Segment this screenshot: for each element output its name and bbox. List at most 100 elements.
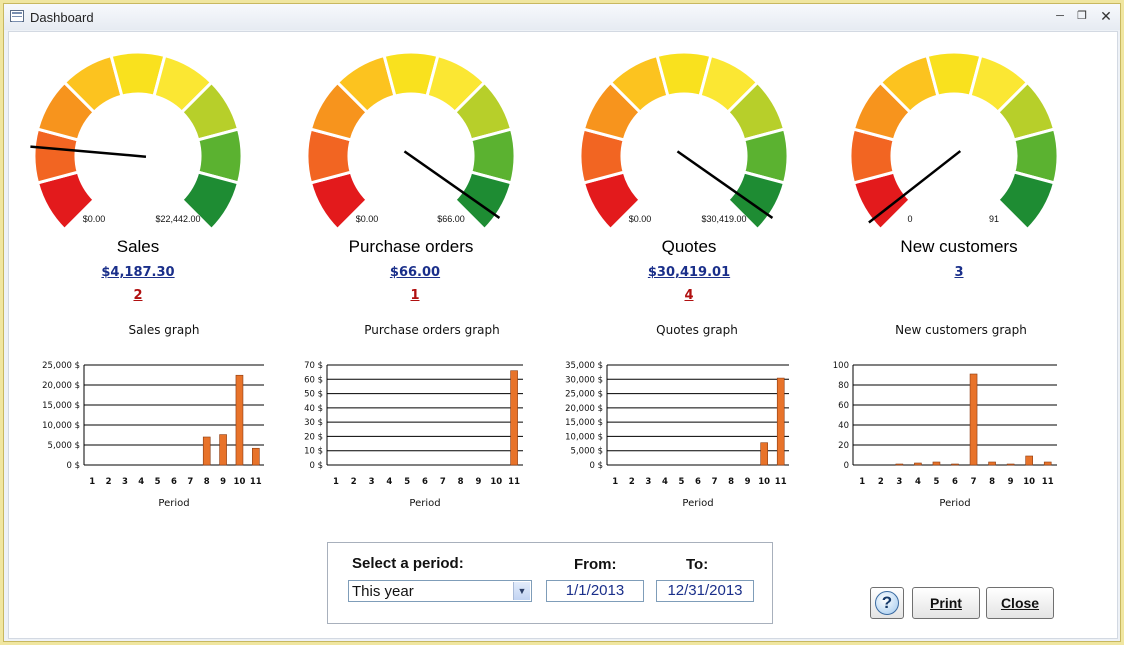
gauge-max-label: 91 [989,214,999,224]
x-tick-label: 7 [440,477,446,487]
x-tick-label: 10 [758,477,770,487]
period-selector: Select a period: From: To: This year ▼ 1… [327,542,773,624]
gauge-title-new-customers: New customers [900,237,1018,256]
to-label: To: [686,556,709,573]
to-date-input[interactable]: 12/31/2013 [656,580,754,602]
x-tick-label: 9 [745,477,751,487]
close-icon[interactable]: ✕ [1100,8,1112,24]
bar [1006,463,1015,466]
x-tick-label: 10 [1023,477,1035,487]
close-button[interactable]: Close [986,587,1054,619]
x-tick-label: 10 [490,477,502,487]
x-axis-label: Period [409,498,440,509]
x-tick-label: 8 [728,477,734,487]
help-button[interactable]: ? [870,587,904,619]
gauge-max-label: $66.00 [437,214,465,224]
y-tick-label: 60 $ [304,375,323,385]
graph-title-quotes: Quotes graph [656,323,738,337]
chart-3: 100 80 60 40 20 01 2 3 4 5 6 7 8 9 10 11 Period [833,361,1057,509]
y-tick-label: 30,000 $ [565,375,603,385]
chart-1: 70 $ 60 $ 50 $ 40 $ 30 $ 20 $ 10 $ 0 $ 1 2 3 4 5 6 7 8 9… [304,361,523,509]
form-icon [10,10,24,22]
gauge-value-sales[interactable]: $4,187.30 [101,265,175,280]
x-axis-label: Period [158,498,189,509]
chart-2: 35,000 $30,000 $25,000 $20,000 $15,000 $… [565,361,789,509]
chart-0: 25,000 $ 20,000 $ 15,000 $ 10,000 $ 5,000 $ 0… [42,361,264,509]
bar [1043,461,1052,466]
y-tick-label: 0 [844,461,849,471]
x-tick-label: 1 [333,477,339,487]
y-tick-label: 0 $ [589,461,603,471]
gauge-value-quotes[interactable]: $30,419.01 [647,265,731,280]
x-tick-label: 3 [369,477,375,487]
x-tick-label: 6 [422,477,428,487]
x-tick-label: 5 [933,477,939,487]
x-tick-label: 4 [138,477,144,487]
gauge-segment [179,170,241,232]
from-date-input[interactable]: 1/1/2013 [546,580,644,602]
bar [252,447,260,466]
dashboard-content: $0.00 $22,442.00 $0.00 $66.00 $0.00 $30,419.0… [8,31,1118,639]
bar [988,461,996,466]
x-axis-label: Period [939,498,970,509]
x-tick-label: 2 [878,477,884,487]
gauge-2: $0.00 $30,419.00 [578,50,790,232]
x-tick-label: 8 [204,477,210,487]
bar [510,370,518,466]
y-tick-label: 10,000 $ [42,421,80,431]
bar [219,434,227,466]
x-tick-label: 2 [351,477,357,487]
x-tick-label: 7 [712,477,718,487]
gauge-count-sales[interactable]: 2 [133,288,143,303]
x-tick-label: 11 [508,477,520,487]
graph-title-new-customers: New customers graph [895,323,1027,337]
graph-title-sales: Sales graph [128,323,200,337]
x-tick-label: 6 [171,477,177,487]
y-tick-label: 0 $ [66,461,80,471]
x-tick-label: 2 [629,477,635,487]
gauge-value-purchase-orders[interactable]: $66.00 [389,265,441,280]
y-tick-label: 10,000 $ [565,432,603,442]
x-tick-label: 6 [695,477,701,487]
gauge-title-sales: Sales [116,237,160,256]
bar [914,462,922,466]
y-tick-label: 5,000 $ [48,441,80,451]
x-tick-label: 3 [122,477,128,487]
bar [235,374,244,466]
bar [776,377,785,466]
chevron-down-icon[interactable]: ▼ [513,582,530,600]
minimize-icon[interactable]: ─ [1056,10,1064,22]
gauge-count-quotes[interactable]: 4 [684,288,694,303]
gauge-count-purchase-orders[interactable]: 1 [410,288,420,303]
x-tick-label: 5 [155,477,161,487]
gauge-0: $0.00 $22,442.00 [30,50,244,232]
y-tick-label: 15,000 $ [565,418,603,428]
print-button[interactable]: Print [912,587,980,619]
x-tick-label: 8 [989,477,995,487]
gauge-max-label: $22,442.00 [155,214,200,224]
gauge-min-label: $0.00 [356,214,379,224]
x-tick-label: 9 [475,477,481,487]
y-tick-label: 15,000 $ [42,401,80,411]
gauge-value-new-customers[interactable]: 3 [954,265,964,280]
gauge-needle [676,150,774,219]
period-dropdown[interactable]: This year ▼ [348,580,532,602]
gauge-3: 0 91 [848,50,1060,232]
x-tick-label: 1 [89,477,95,487]
y-tick-label: 20,000 $ [565,404,603,414]
x-tick-label: 9 [1008,477,1014,487]
gauge-needle [868,150,962,224]
y-tick-label: 20,000 $ [42,381,80,391]
restore-icon[interactable]: ❐ [1077,10,1087,22]
gauges-and-graphs: $0.00 $22,442.00 $0.00 $66.00 $0.00 $30,419.0… [30,50,1060,509]
y-tick-label: 0 $ [309,461,323,471]
period-dropdown-value: This year [352,583,414,600]
x-tick-label: 10 [234,477,246,487]
gauge-min-label: 0 [907,214,912,224]
bar [202,436,211,466]
bar [760,442,768,466]
x-tick-label: 11 [250,477,262,487]
gauge-segment [995,170,1057,232]
y-tick-label: 60 [838,401,849,411]
dashboard-window: Dashboard ─ ❐ ✕ $0.00 $22,442.00 $0.00 $66.… [3,3,1121,642]
